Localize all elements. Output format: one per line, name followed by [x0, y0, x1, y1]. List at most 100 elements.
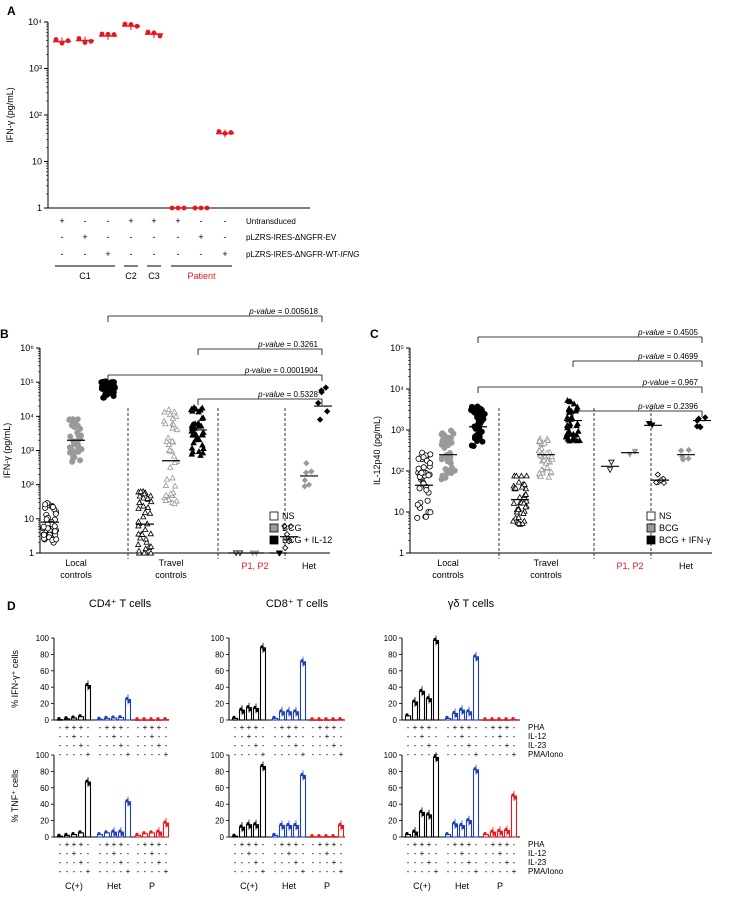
panel-d-condition-mark: + — [491, 723, 496, 732]
panel-C-data-point — [476, 426, 483, 433]
panel-d-condition-mark: - — [144, 867, 147, 876]
panel-a-condition-mark: + — [175, 216, 180, 226]
panel-d-tick-label: 60 — [40, 667, 49, 676]
panel-a-point — [122, 21, 128, 27]
panel-d-bar-point — [78, 714, 82, 718]
panel-d-condition-mark: - — [66, 867, 69, 876]
panel-d-bar — [472, 769, 480, 838]
panel-C-data-point — [514, 506, 522, 512]
panel-d-condition-mark: + — [325, 849, 330, 858]
panel-a-group-label: Patient — [187, 271, 216, 281]
panel-d-bar-point — [405, 831, 409, 836]
panel-C-category-label: controls — [432, 570, 464, 580]
panel-d-condition-mark: - — [274, 741, 277, 750]
panel-a-y-label: IFN-γ (pg/mL) — [5, 87, 15, 143]
panel-d-condition-mark: + — [420, 849, 425, 858]
panel-d-condition-mark: - — [312, 741, 315, 750]
panel-a-condition-mark: + — [105, 249, 110, 259]
panel-a-condition-mark: - — [130, 249, 133, 259]
panel-d-condition-mark: + — [301, 867, 306, 876]
panel-d-condition-mark: + — [79, 840, 84, 849]
panel-C-data-point — [470, 442, 477, 449]
panel-d-condition-mark: + — [505, 723, 510, 732]
panel-d-tick-label: 100 — [36, 751, 50, 760]
panel-d-bar-point — [104, 715, 108, 719]
panel-d-condition-mark: - — [234, 723, 237, 732]
panel-C-data-point — [565, 406, 573, 413]
panel-d-condition-mark: - — [421, 750, 424, 759]
panel-d-condition-mark: - — [302, 741, 305, 750]
panel-d-condition-mark: + — [413, 723, 418, 732]
panel-d-condition-mark: + — [491, 840, 496, 849]
panel-C-data-point — [424, 497, 431, 504]
panel-d-title: γδ T cells — [448, 598, 495, 610]
panel-C-data-point — [521, 480, 528, 487]
panel-C-data-point — [570, 400, 578, 407]
panel-d-condition-mark: - — [295, 732, 298, 741]
panel-C-data-point — [702, 414, 709, 421]
panel-d-condition-mark: - — [414, 741, 417, 750]
panel-C-data-point — [645, 421, 653, 427]
panel-d-condition-mark: - — [99, 840, 102, 849]
panel-d-condition-mark: - — [274, 858, 277, 867]
panel-d-y-label: % IFN-γ⁺ cells — [10, 650, 20, 708]
panel-d-condition-mark: - — [340, 732, 343, 741]
panel-d-condition-mark: + — [498, 732, 503, 741]
panel-B-data-point — [188, 421, 196, 428]
panel-d-condition-mark: - — [120, 867, 123, 876]
panel-d-tick-label: 0 — [45, 833, 50, 842]
panel-B-data-point — [68, 446, 75, 453]
panel-d-bar-point — [149, 717, 153, 721]
panel-B-data-point — [77, 425, 84, 432]
panel-C-data-point — [537, 473, 544, 480]
panel-B-category-label: Travel — [159, 558, 184, 568]
panel-d-condition-mark: + — [261, 750, 266, 759]
panel-d-condition-mark: + — [332, 858, 337, 867]
panel-d-bar-point — [511, 716, 515, 721]
panel-d-condition-mark: - — [302, 858, 305, 867]
panel-d-condition-mark: - — [87, 732, 90, 741]
panel-d-condition-mark: - — [513, 840, 516, 849]
panel-C-data-point — [566, 420, 574, 427]
panel-d-condition-mark: + — [318, 723, 323, 732]
panel-d-condition-mark: + — [157, 858, 162, 867]
panel-d-condition-mark: + — [126, 750, 131, 759]
panel-d-condition-mark: + — [467, 741, 472, 750]
panel-d-condition-mark: - — [475, 840, 478, 849]
panel-d-bar-point — [331, 717, 335, 721]
panel-a-condition-mark: - — [84, 249, 87, 259]
panel-d-condition-mark: - — [454, 858, 457, 867]
panel-C-data-point — [426, 460, 433, 467]
panel-d-condition-mark: - — [475, 741, 478, 750]
panel-C-data-point — [513, 472, 520, 479]
panel-B-data-point — [144, 495, 151, 501]
panel-d-condition-mark: - — [59, 750, 62, 759]
panel-d-condition-mark: - — [87, 858, 90, 867]
panel-d-condition-mark: + — [280, 840, 285, 849]
panel-d-condition-mark: - — [468, 867, 471, 876]
panel-B-data-point — [163, 475, 171, 482]
panel-d-condition-mark: - — [241, 732, 244, 741]
panel-d-condition-mark: - — [319, 858, 322, 867]
panel-a-y-tick-label: 10⁴ — [28, 17, 42, 27]
panel-d-condition-mark: - — [428, 867, 431, 876]
panel-d-bar-point — [104, 830, 108, 834]
panel-a-condition-mark: - — [200, 216, 203, 226]
panel-d-group-label: Het — [282, 881, 297, 891]
panel-d-condition-mark: - — [127, 849, 130, 858]
panel-d-bar-point — [324, 717, 328, 721]
panel-B-data-point — [53, 536, 60, 543]
panel-d-condition-mark: - — [137, 741, 140, 750]
panel-d-condition-mark: - — [99, 741, 102, 750]
panel-d-condition-mark: - — [506, 849, 509, 858]
panel-d-bar-point — [142, 717, 146, 721]
panel-d-bar — [124, 801, 132, 838]
panel-C-data-point — [442, 466, 449, 473]
panel-C-data-point — [522, 503, 529, 510]
panel-B-data-point — [147, 530, 155, 537]
panel-C-data-point — [474, 414, 481, 421]
panel-C-data-point — [438, 441, 445, 448]
panel-d-condition-mark: - — [151, 741, 154, 750]
panel-B-data-point — [69, 458, 76, 465]
panel-d-tick-label: 100 — [211, 634, 225, 643]
